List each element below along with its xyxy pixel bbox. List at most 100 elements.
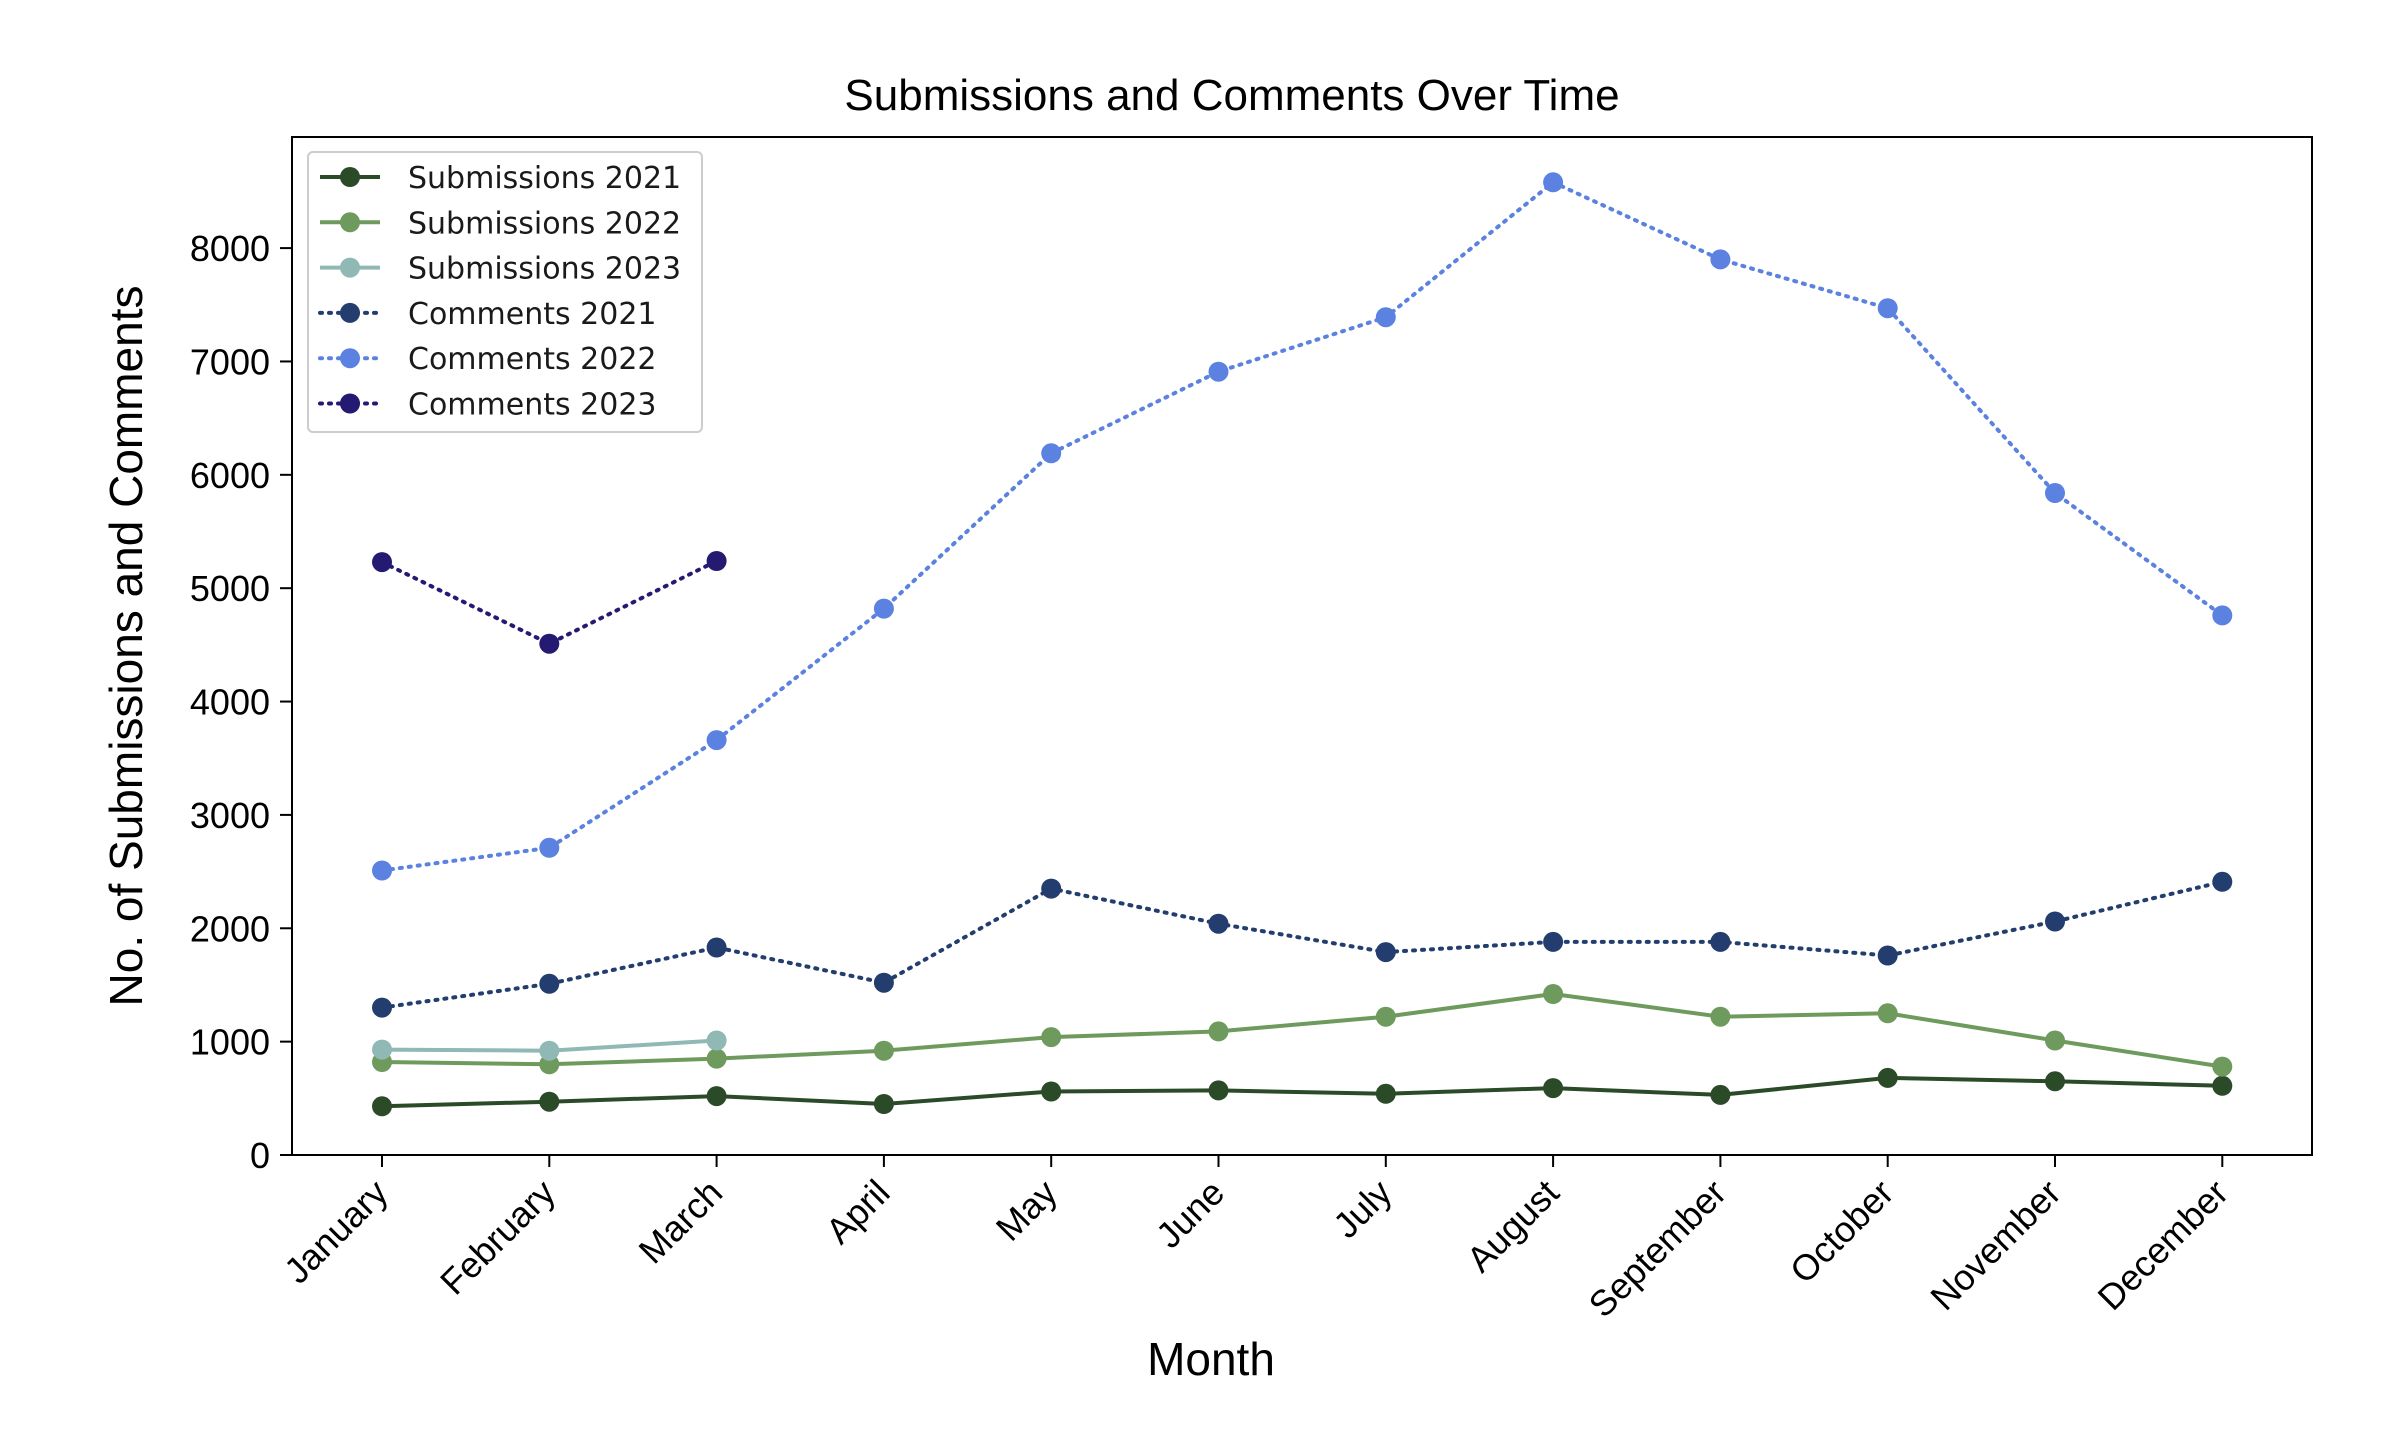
y-axis-label: No. of Submissions and Comments: [100, 286, 152, 1007]
data-point: [706, 1030, 727, 1051]
x-tick-label: May: [988, 1172, 1065, 1249]
series-line: [380, 559, 719, 646]
x-tick-label: June: [1148, 1172, 1232, 1256]
legend-label: Comments 2023: [408, 388, 657, 423]
legend-item: Comments 2021: [318, 297, 657, 332]
series-line: [381, 992, 2223, 1069]
data-point: [2045, 483, 2065, 503]
legend-box: [307, 151, 703, 433]
series-line: [380, 879, 2225, 1010]
legend-swatch-marker: [340, 212, 360, 233]
data-point: [1543, 931, 1564, 952]
data-point: [1208, 1080, 1229, 1101]
data-point: [1877, 298, 1898, 319]
data-point: [372, 860, 392, 881]
series-submissions-2021: [372, 1067, 2233, 1117]
x-axis-label: Month: [1147, 1333, 1275, 1385]
x-tick-label: July: [1325, 1172, 1399, 1246]
y-tick-label: 6000: [190, 455, 270, 496]
x-tick-label: January: [276, 1172, 396, 1292]
series-line: [380, 180, 2225, 873]
data-point: [539, 633, 560, 654]
data-point: [372, 1096, 392, 1117]
data-point: [1710, 1006, 1731, 1027]
data-point: [539, 1091, 560, 1112]
data-point: [1375, 1083, 1396, 1104]
data-point: [2212, 605, 2233, 626]
data-point: [1877, 945, 1898, 966]
data-point: [2212, 1056, 2233, 1077]
data-point: [372, 997, 392, 1018]
data-point: [1208, 1021, 1229, 1042]
data-point: [1041, 443, 1062, 464]
data-point: [2212, 1075, 2233, 1096]
data-point: [1041, 1081, 1062, 1102]
data-point: [1877, 1067, 1898, 1088]
chart-title: Submissions and Comments Over Time: [844, 71, 1619, 120]
x-tick-label: April: [818, 1172, 898, 1252]
x-tick-label: February: [432, 1172, 563, 1303]
series-line: [381, 1075, 2223, 1109]
plot-area: [372, 172, 2233, 1117]
data-point: [1543, 1078, 1564, 1099]
y-tick-label: 4000: [190, 682, 270, 723]
data-point: [2212, 871, 2233, 892]
legend-swatch-marker: [340, 302, 360, 323]
data-point: [2045, 1030, 2065, 1051]
legend-item: Submissions 2023: [320, 252, 681, 287]
legend-label: Submissions 2021: [408, 161, 681, 196]
data-point: [1375, 1006, 1396, 1027]
data-point: [372, 552, 392, 573]
data-point: [706, 551, 727, 571]
y-tick-label: 5000: [190, 568, 270, 609]
data-point: [539, 837, 560, 858]
data-point: [706, 937, 727, 958]
data-point: [1041, 878, 1062, 899]
series-comments-2021: [372, 871, 2233, 1018]
data-point: [1375, 307, 1396, 328]
legend-item: Submissions 2021: [320, 161, 681, 196]
x-tick-label: August: [1459, 1172, 1567, 1280]
legend-label: Submissions 2023: [408, 252, 681, 287]
data-point: [873, 598, 894, 619]
data-point: [1375, 942, 1396, 963]
data-point: [1710, 1084, 1731, 1105]
data-point: [873, 1094, 894, 1114]
x-tick-label: December: [2090, 1172, 2236, 1318]
x-tick-label: March: [631, 1172, 731, 1272]
data-point: [706, 730, 727, 751]
data-point: [1877, 1003, 1898, 1024]
data-point: [873, 972, 894, 993]
data-point: [706, 1048, 727, 1069]
y-tick-label: 7000: [190, 341, 270, 382]
data-point: [2045, 1071, 2065, 1092]
data-point: [1041, 1027, 1062, 1048]
data-point: [2045, 911, 2065, 932]
x-tick-label: September: [1581, 1172, 1735, 1326]
data-point: [1208, 361, 1229, 382]
legend-item: Comments 2022: [318, 342, 657, 377]
series-submissions-2022: [372, 984, 2233, 1077]
y-tick-label: 1000: [190, 1022, 270, 1063]
legend-item: Comments 2023: [318, 388, 657, 423]
data-point: [1208, 913, 1229, 934]
data-point: [539, 973, 560, 994]
legend-label: Comments 2022: [408, 342, 657, 377]
data-point: [1543, 172, 1564, 193]
x-tick-label: October: [1782, 1172, 1902, 1292]
y-tick-label: 8000: [190, 228, 270, 269]
data-point: [1710, 931, 1731, 952]
legend-swatch-marker: [340, 393, 360, 414]
y-axis: 0 1000 2000 3000 4000 5000 6000 7000 8000: [190, 228, 292, 1176]
plot-frame: [291, 136, 2313, 1156]
y-tick-label: 2000: [190, 908, 270, 949]
y-tick-label: 0: [250, 1135, 270, 1176]
x-tick-label: November: [1922, 1172, 2068, 1318]
legend-label: Submissions 2022: [408, 206, 681, 241]
y-tick-label: 3000: [190, 795, 270, 836]
legend-item: Submissions 2022: [320, 206, 681, 241]
data-point: [1710, 249, 1731, 270]
legend-label: Comments 2021: [408, 297, 657, 332]
data-point: [706, 1086, 727, 1107]
